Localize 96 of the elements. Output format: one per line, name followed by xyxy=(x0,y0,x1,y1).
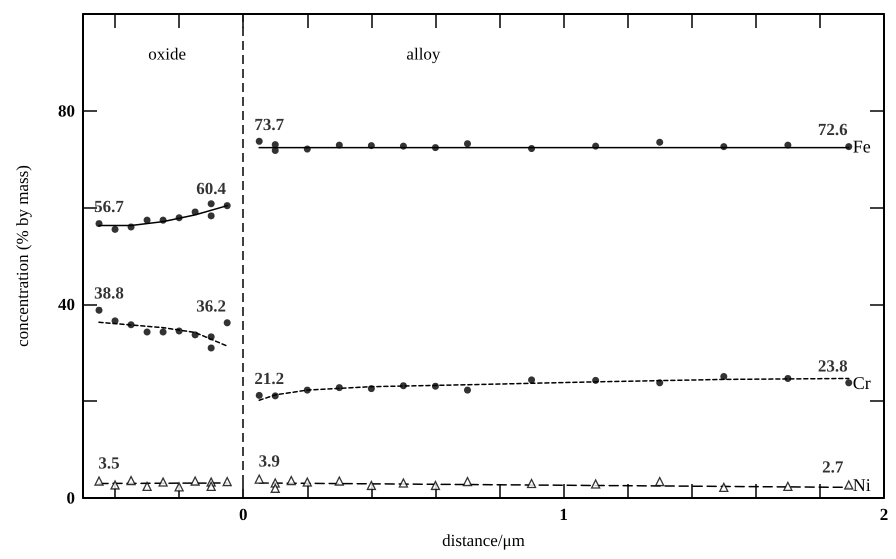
point xyxy=(784,374,792,382)
point xyxy=(783,482,793,492)
y-tick-label: 0 xyxy=(66,488,75,508)
point xyxy=(256,138,263,145)
point xyxy=(110,480,120,490)
data-label: 38.8 xyxy=(94,284,124,303)
point xyxy=(112,317,119,324)
point xyxy=(720,143,728,150)
x-tick-label: 0 xyxy=(238,505,248,524)
point xyxy=(336,142,343,149)
point xyxy=(590,479,600,489)
point xyxy=(160,216,167,224)
point xyxy=(528,145,536,152)
point xyxy=(336,384,343,392)
point xyxy=(208,344,215,352)
point xyxy=(528,376,536,384)
y-axis-title: concentration (% by mass) xyxy=(13,165,32,347)
point xyxy=(270,484,280,493)
point xyxy=(334,476,344,486)
annotation: alloy xyxy=(406,44,441,64)
point xyxy=(96,220,103,228)
point xyxy=(96,306,103,314)
point xyxy=(302,477,312,487)
point xyxy=(845,379,852,386)
point xyxy=(844,480,854,490)
point xyxy=(128,321,135,328)
line-series xyxy=(98,322,228,347)
series-label: Cr xyxy=(852,372,871,393)
point xyxy=(286,476,296,486)
point xyxy=(784,142,792,149)
point xyxy=(112,226,119,233)
point xyxy=(398,478,408,488)
x-tick-label: 2 xyxy=(880,505,888,524)
point xyxy=(224,319,231,326)
point xyxy=(222,476,232,486)
point xyxy=(128,223,135,230)
data-label: 3.5 xyxy=(98,453,120,472)
data-label: 23.8 xyxy=(818,356,848,376)
point xyxy=(366,480,376,490)
point xyxy=(462,476,472,486)
x-axis-title: distance/μm xyxy=(442,531,525,550)
point xyxy=(304,386,311,394)
point xyxy=(655,476,664,486)
point xyxy=(400,382,407,390)
point xyxy=(192,208,199,216)
legend-label: Ni xyxy=(852,474,871,495)
point xyxy=(144,328,151,336)
point xyxy=(208,333,215,340)
point xyxy=(430,480,440,490)
y-tick-label: 40 xyxy=(58,294,75,314)
point xyxy=(94,476,104,486)
point xyxy=(256,392,263,399)
point xyxy=(368,142,375,150)
data-label: 56.7 xyxy=(94,197,124,216)
point xyxy=(272,392,279,400)
point xyxy=(845,143,852,150)
point xyxy=(144,216,151,224)
point xyxy=(158,477,168,487)
point xyxy=(719,482,728,492)
data-label: 72.6 xyxy=(818,120,848,140)
point xyxy=(526,478,536,488)
point xyxy=(656,379,664,386)
point xyxy=(368,385,375,392)
point xyxy=(592,376,600,384)
point xyxy=(208,212,215,220)
data-label: 2.7 xyxy=(822,457,844,476)
point xyxy=(254,474,264,484)
point xyxy=(304,146,311,153)
series-label: Fe xyxy=(852,136,871,157)
data-label: 36.2 xyxy=(196,296,226,316)
point xyxy=(224,202,231,210)
point xyxy=(720,373,728,380)
point xyxy=(192,331,199,338)
point xyxy=(160,328,167,336)
point xyxy=(176,214,183,222)
x-tick-label: 1 xyxy=(559,505,568,524)
data-label: 73.7 xyxy=(254,114,285,134)
point xyxy=(208,200,215,208)
point xyxy=(432,144,439,152)
point xyxy=(206,482,216,492)
point xyxy=(400,142,407,150)
point xyxy=(126,476,136,486)
annotation: oxide xyxy=(148,44,186,64)
point xyxy=(432,382,439,390)
point xyxy=(142,482,152,492)
point xyxy=(464,140,471,148)
point xyxy=(464,386,471,394)
point xyxy=(176,328,183,335)
point xyxy=(592,142,600,150)
point xyxy=(656,138,664,146)
data-label: 60.4 xyxy=(196,179,227,198)
y-tick-label: 80 xyxy=(58,101,75,120)
data-label: 21.2 xyxy=(254,368,284,388)
data-label: 3.9 xyxy=(258,451,280,470)
point xyxy=(174,482,184,492)
point xyxy=(190,476,200,486)
